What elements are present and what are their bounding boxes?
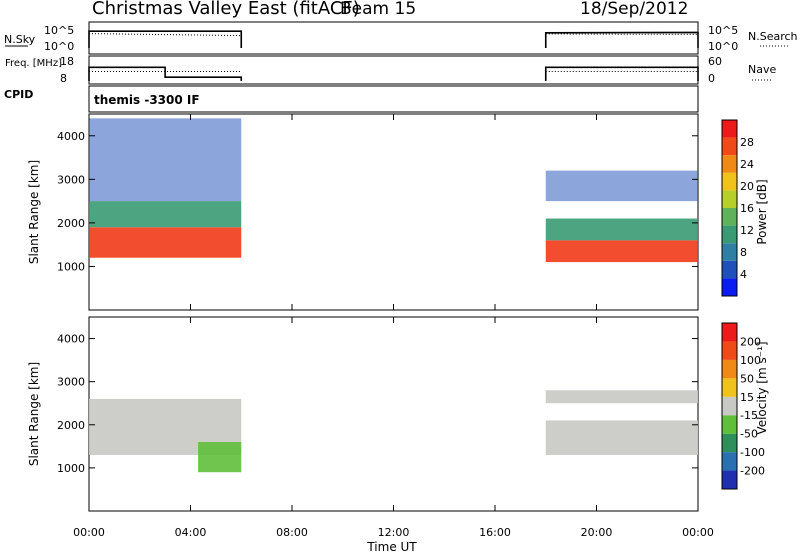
power-colorbar-swatch-4 (722, 208, 737, 226)
nsky-label: N.Sky (4, 33, 36, 46)
x-axis-title: Time UT (366, 540, 417, 554)
velocity-colorbar-tick-0: 200 (740, 335, 761, 348)
velocity-colorbar-tick-7: -200 (740, 465, 765, 478)
tick-layer: 1000 2000 3000 4000 1000 2000 3000 4000 00:00 04:… (57, 114, 714, 539)
velocity-scatter-region-2 (545, 420, 698, 455)
heatmap-region-layer (89, 118, 698, 473)
velocity-ytick-label-0: 1000 (57, 462, 85, 475)
cpid-label: CPID (4, 88, 33, 101)
power-colorbar-swatch-6 (722, 172, 737, 191)
power-scatter-region-0 (89, 227, 242, 258)
power-colorbar-tick-3: 16 (740, 202, 754, 215)
velocity-colorbar-swatch-5 (722, 378, 737, 397)
velocity-colorbar-tick-4: -15 (740, 409, 758, 422)
power-colorbar-swatch-2 (722, 243, 737, 261)
velocity-colorbar-swatch-4 (722, 396, 737, 416)
power-ylabel: Slant Range [km] (27, 160, 41, 264)
x-tick-label-0: 00:00 (73, 526, 105, 539)
colorbar-layer: 4 8 12 16 20 24 28 200 100 50 15 -15 -50 -100 -200 (721, 119, 765, 490)
power-colorbar-label: Power [dB] (755, 179, 769, 244)
freq-panel-frame (88, 55, 699, 85)
power-colorbar-tick-0: 4 (740, 268, 747, 281)
velocity-scatter-region-1 (198, 442, 242, 473)
velocity-ytick-label-1: 2000 (57, 419, 85, 432)
nave-label: Nave (748, 63, 776, 76)
power-colorbar-frame (721, 119, 738, 297)
velocity-colorbar-tick-2: 50 (740, 372, 754, 385)
velocity-colorbar-tick-6: -100 (740, 446, 765, 459)
x-tick-label-4: 16:00 (479, 526, 511, 539)
figure-title: Christmas Valley East (fitACF) (92, 0, 360, 19)
velocity-colorbar-swatch-2 (722, 433, 737, 453)
power-colorbar-swatch-9 (722, 120, 737, 138)
velocity-colorbar-tick-5: -50 (740, 428, 758, 441)
power-colorbar-swatch-7 (722, 155, 737, 173)
velocity-colorbar-tick-1: 100 (740, 354, 761, 367)
velocity-colorbar-swatch-3 (722, 415, 737, 434)
velocity-colorbar-label: Velocity [m s⁻¹] (755, 341, 769, 434)
nave-ytick-bottom: 0 (708, 72, 715, 85)
nsearch-label: N.Search (748, 30, 798, 43)
power-colorbar-swatch-5 (722, 190, 737, 208)
freq-ytick-top: 18 (60, 55, 74, 68)
nsky-panel-frame (88, 21, 699, 55)
cpid-panel-frame (88, 85, 699, 113)
velocity-colorbar-swatch-8 (722, 323, 737, 342)
x-tick-label-5: 20:00 (581, 526, 613, 539)
power-scatter-region-1 (89, 201, 242, 228)
power-colorbar-tick-2: 12 (740, 224, 754, 237)
nsky-ytick-top: 10^5 (44, 24, 74, 37)
cpid-value: themis -3300 IF (94, 93, 200, 107)
x-tick-label-2: 08:00 (276, 526, 308, 539)
x-tick-label-6: 00:00 (682, 526, 714, 539)
power-ytick-label-3: 4000 (57, 130, 85, 143)
velocity-colorbar-swatch-6 (722, 359, 737, 379)
nsky-right-ytick-top: 10^5 (708, 24, 738, 37)
velocity-colorbar-swatch-0 (722, 470, 737, 489)
power-colorbar-tick-6: 28 (740, 136, 754, 149)
power-colorbar-tick-4: 20 (740, 180, 754, 193)
power-colorbar-swatch-1 (722, 260, 737, 279)
nsky-line-segment-0 (88, 30, 243, 48)
nsky-ytick-bottom: 10^0 (44, 40, 74, 53)
velocity-colorbar-frame (721, 322, 738, 490)
freq-line-segment-1 (544, 66, 699, 81)
velocity-colorbar-swatch-1 (722, 452, 737, 471)
power-scatter-region-2 (89, 118, 242, 202)
nave-ytick-top: 60 (708, 55, 722, 68)
freq-line-segment-0 (88, 66, 243, 81)
power-scatter-region-5 (545, 170, 698, 202)
velocity-scatter-region-3 (545, 390, 698, 404)
date-label: 18/Sep/2012 (580, 0, 688, 19)
velocity-colorbar-swatch-7 (722, 341, 737, 360)
power-ytick-label-0: 1000 (57, 260, 85, 273)
velocity-colorbar-tick-3: 15 (740, 391, 754, 404)
x-tick-label-1: 04:00 (175, 526, 207, 539)
power-colorbar-swatch-0 (722, 278, 737, 296)
power-scatter-region-3 (545, 240, 698, 263)
velocity-ytick-label-3: 4000 (57, 333, 85, 346)
power-ytick-label-2: 3000 (57, 173, 85, 186)
line-series-layer (88, 30, 699, 81)
power-colorbar-swatch-8 (722, 137, 737, 156)
velocity-ylabel: Slant Range [km] (27, 362, 41, 466)
power-colorbar-swatch-3 (722, 225, 737, 244)
freq-label: Freq. [MHz] (5, 58, 62, 69)
velocity-ytick-label-2: 3000 (57, 376, 85, 389)
power-ytick-label-1: 2000 (57, 217, 85, 230)
beam-label: Beam 15 (340, 0, 416, 19)
nsky-line-segment-1 (544, 31, 699, 48)
nsky-right-ytick-bottom: 10^0 (708, 40, 738, 53)
power-colorbar-tick-1: 8 (740, 246, 747, 259)
x-tick-label-3: 12:00 (378, 526, 410, 539)
power-scatter-region-4 (545, 218, 698, 241)
freq-ytick-bottom: 8 (60, 72, 67, 85)
nsearch-line-segment-0 (88, 33, 242, 37)
power-colorbar-tick-5: 24 (740, 158, 754, 171)
